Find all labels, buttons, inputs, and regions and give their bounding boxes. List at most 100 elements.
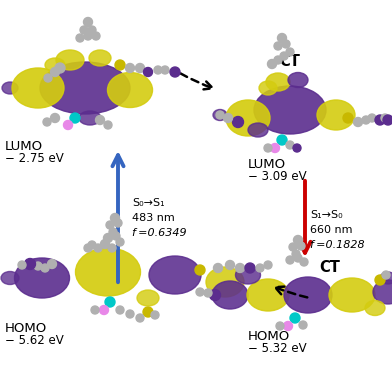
Circle shape xyxy=(136,314,144,322)
Circle shape xyxy=(114,219,122,227)
Circle shape xyxy=(289,243,297,251)
Circle shape xyxy=(294,254,302,262)
Circle shape xyxy=(24,258,36,269)
Text: 483 nm: 483 nm xyxy=(132,213,175,223)
Ellipse shape xyxy=(40,62,130,114)
Circle shape xyxy=(170,67,180,77)
Circle shape xyxy=(204,289,212,297)
Circle shape xyxy=(109,228,117,236)
Ellipse shape xyxy=(107,72,152,108)
Ellipse shape xyxy=(89,50,111,66)
Ellipse shape xyxy=(317,100,355,130)
Circle shape xyxy=(83,18,93,27)
Circle shape xyxy=(70,113,80,123)
Circle shape xyxy=(43,118,51,126)
Ellipse shape xyxy=(79,111,101,125)
Circle shape xyxy=(44,74,52,82)
Circle shape xyxy=(116,238,124,246)
Circle shape xyxy=(196,288,204,296)
Ellipse shape xyxy=(12,68,64,108)
Circle shape xyxy=(100,240,109,249)
Circle shape xyxy=(290,313,300,323)
Circle shape xyxy=(286,256,294,264)
Circle shape xyxy=(151,311,159,319)
Circle shape xyxy=(274,42,282,50)
Ellipse shape xyxy=(365,301,385,316)
Circle shape xyxy=(108,244,116,252)
Ellipse shape xyxy=(248,123,268,137)
Text: CT: CT xyxy=(319,260,340,276)
Circle shape xyxy=(84,244,92,252)
Text: CT: CT xyxy=(279,54,300,70)
Ellipse shape xyxy=(380,272,392,284)
Text: − 3.09 eV: − 3.09 eV xyxy=(248,170,307,183)
Circle shape xyxy=(300,258,308,266)
Circle shape xyxy=(294,235,303,244)
Circle shape xyxy=(112,232,120,240)
Text: S₁→S₀: S₁→S₀ xyxy=(310,210,343,220)
Ellipse shape xyxy=(254,86,326,134)
Circle shape xyxy=(105,297,115,307)
Circle shape xyxy=(18,261,26,269)
Text: HOMO: HOMO xyxy=(5,322,47,335)
Circle shape xyxy=(225,260,234,269)
Circle shape xyxy=(216,111,224,119)
Circle shape xyxy=(278,34,287,43)
Circle shape xyxy=(91,306,99,314)
Circle shape xyxy=(115,60,125,70)
Circle shape xyxy=(381,114,389,122)
Circle shape xyxy=(280,52,288,60)
Circle shape xyxy=(76,34,84,42)
Circle shape xyxy=(293,144,301,152)
Circle shape xyxy=(256,264,264,272)
Circle shape xyxy=(223,113,232,122)
Circle shape xyxy=(92,32,100,40)
Circle shape xyxy=(286,48,294,56)
Ellipse shape xyxy=(373,280,392,304)
Circle shape xyxy=(103,233,113,242)
Circle shape xyxy=(143,307,153,317)
Circle shape xyxy=(136,63,145,72)
Circle shape xyxy=(375,275,385,285)
Circle shape xyxy=(354,118,363,127)
Ellipse shape xyxy=(137,290,159,306)
Ellipse shape xyxy=(2,82,18,94)
Ellipse shape xyxy=(1,271,19,285)
Circle shape xyxy=(47,260,56,269)
Circle shape xyxy=(292,250,300,258)
Circle shape xyxy=(104,121,112,129)
Circle shape xyxy=(264,144,272,152)
Ellipse shape xyxy=(284,277,332,313)
Ellipse shape xyxy=(288,72,308,88)
Circle shape xyxy=(111,213,120,222)
Circle shape xyxy=(232,117,243,127)
Circle shape xyxy=(161,66,169,74)
Text: − 2.75 eV: − 2.75 eV xyxy=(5,152,64,165)
Circle shape xyxy=(270,143,279,152)
Ellipse shape xyxy=(149,256,201,294)
Ellipse shape xyxy=(236,266,261,284)
Ellipse shape xyxy=(259,81,277,95)
Circle shape xyxy=(282,40,290,48)
Ellipse shape xyxy=(45,58,65,72)
Circle shape xyxy=(88,241,96,249)
Circle shape xyxy=(34,262,42,270)
Circle shape xyxy=(236,264,245,273)
Text: LUMO: LUMO xyxy=(5,140,43,153)
Circle shape xyxy=(84,32,92,40)
Text: HOMO: HOMO xyxy=(248,330,290,343)
Circle shape xyxy=(277,135,287,145)
Text: − 5.62 eV: − 5.62 eV xyxy=(5,334,64,347)
Circle shape xyxy=(245,263,255,273)
Ellipse shape xyxy=(226,100,270,136)
Text: S₀→S₁: S₀→S₁ xyxy=(132,198,165,208)
Ellipse shape xyxy=(15,258,69,298)
Circle shape xyxy=(154,66,162,74)
Circle shape xyxy=(368,114,376,122)
Circle shape xyxy=(286,141,294,149)
Circle shape xyxy=(126,310,134,318)
Circle shape xyxy=(264,261,272,269)
Ellipse shape xyxy=(206,267,244,297)
Circle shape xyxy=(267,59,276,68)
Circle shape xyxy=(143,68,152,77)
